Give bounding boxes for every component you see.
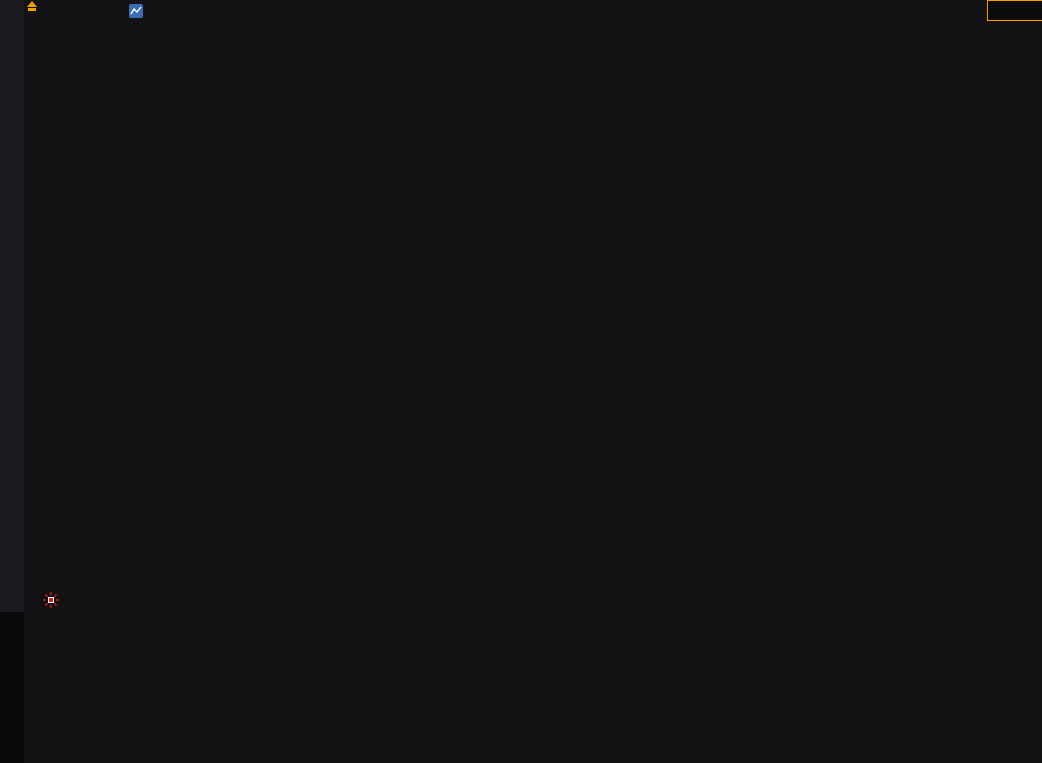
latest-price-marker-icon[interactable] <box>24 0 40 18</box>
left-tab-strip <box>0 0 24 612</box>
chart-region <box>24 0 1042 763</box>
rsi-header <box>116 598 140 612</box>
macd-header <box>116 448 140 462</box>
last-price-box <box>987 0 1042 21</box>
indicator-chart-icon[interactable] <box>129 3 143 18</box>
main-chart-header <box>112 2 150 19</box>
alert-dot-icon[interactable] <box>43 592 59 613</box>
chart-canvas[interactable] <box>24 0 1042 763</box>
